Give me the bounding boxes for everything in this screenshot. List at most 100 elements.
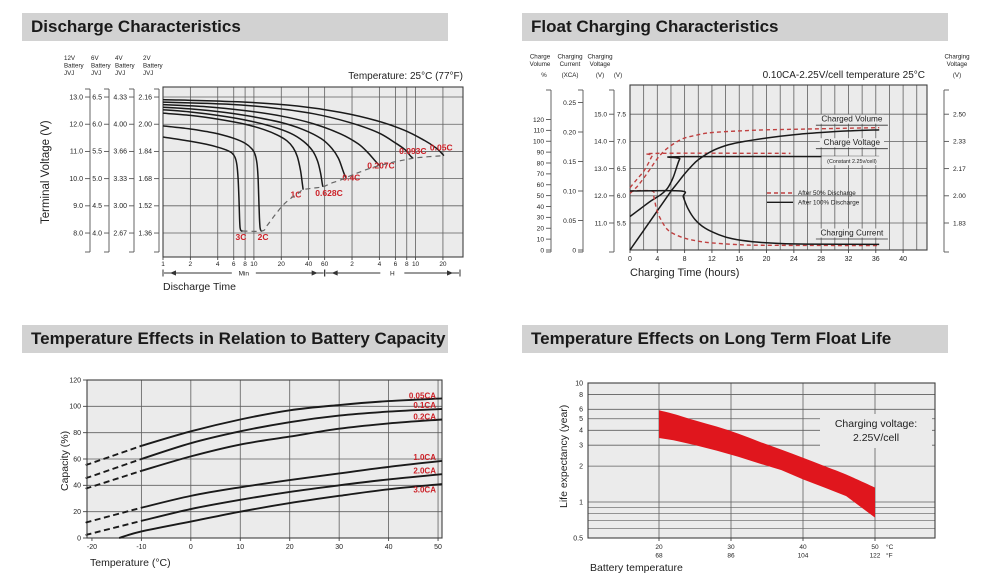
svg-text:8: 8	[579, 392, 583, 399]
svg-text:10: 10	[250, 261, 258, 268]
svg-text:0.4C: 0.4C	[342, 173, 360, 183]
svg-text:10: 10	[412, 261, 420, 268]
svg-text:30: 30	[335, 544, 343, 551]
svg-text:20: 20	[537, 226, 545, 233]
svg-text:3.0CA: 3.0CA	[413, 485, 436, 494]
svg-text:Discharge Time: Discharge Time	[163, 281, 236, 293]
svg-text:0: 0	[189, 544, 193, 551]
svg-text:122: 122	[870, 553, 881, 560]
svg-text:Charging Current: Charging Current	[820, 229, 884, 238]
svg-text:20: 20	[286, 544, 294, 551]
svg-text:5.5: 5.5	[92, 149, 102, 156]
svg-text:JVJ: JVJ	[91, 70, 101, 77]
svg-text:36: 36	[872, 256, 880, 263]
svg-text:Charging: Charging	[587, 54, 613, 61]
svg-text:Charge Voltage: Charge Voltage	[824, 138, 881, 147]
svg-text:10: 10	[537, 236, 545, 243]
svg-text:15.0: 15.0	[594, 112, 607, 119]
svg-text:120: 120	[69, 377, 81, 384]
svg-text:Temperature (°C): Temperature (°C)	[90, 557, 171, 569]
svg-text:0.10: 0.10	[563, 188, 576, 195]
svg-text:Battery: Battery	[143, 62, 164, 69]
svg-text:After 50% Discharge: After 50% Discharge	[798, 190, 856, 197]
svg-text:4.5: 4.5	[92, 203, 102, 210]
svg-text:Charged Volume: Charged Volume	[821, 115, 882, 124]
svg-text:13.0: 13.0	[594, 166, 607, 173]
svg-text:0.10CA-2.25V/cell temperature: 0.10CA-2.25V/cell temperature 25°C	[763, 70, 925, 81]
svg-text:40: 40	[799, 544, 807, 551]
svg-text:3: 3	[579, 443, 583, 450]
svg-text:60: 60	[537, 182, 545, 189]
svg-text:5: 5	[579, 416, 583, 423]
svg-text:50: 50	[871, 544, 879, 551]
svg-text:6: 6	[232, 261, 236, 268]
svg-text:100: 100	[69, 404, 81, 411]
svg-text:28: 28	[817, 256, 825, 263]
svg-text:Terminal Voltage (V): Terminal Voltage (V)	[40, 120, 52, 224]
svg-text:2: 2	[350, 261, 354, 268]
svg-text:50: 50	[434, 544, 442, 551]
svg-text:Volume: Volume	[530, 61, 551, 68]
svg-text:40: 40	[385, 544, 393, 551]
svg-text:2: 2	[579, 464, 583, 471]
svg-text:32: 32	[845, 256, 853, 263]
svg-text:20: 20	[73, 509, 81, 516]
svg-text:0: 0	[628, 256, 632, 263]
svg-text:(Constant 2.25v/cell): (Constant 2.25v/cell)	[827, 159, 877, 165]
svg-text:4: 4	[579, 428, 583, 435]
svg-text:2C: 2C	[258, 232, 269, 242]
svg-text:6.0: 6.0	[92, 122, 102, 129]
svg-text:4.33: 4.33	[113, 94, 127, 101]
svg-text:24: 24	[790, 256, 798, 263]
svg-text:0.5: 0.5	[573, 535, 583, 542]
svg-text:11.0: 11.0	[595, 220, 608, 227]
svg-text:3.66: 3.66	[113, 149, 127, 156]
svg-text:4: 4	[216, 261, 220, 268]
svg-text:Charging: Charging	[944, 54, 970, 61]
svg-text:0.2CA: 0.2CA	[413, 412, 436, 421]
svg-text:10: 10	[236, 544, 244, 551]
svg-text:2.0CA: 2.0CA	[413, 466, 436, 475]
svg-text:8: 8	[405, 261, 409, 268]
svg-text:2: 2	[189, 261, 193, 268]
temp-capacity-chart: -20 -10 0 10 20 30 40 50 0 20 40 60 80 100 120 Temperat…	[59, 377, 443, 569]
svg-text:0: 0	[540, 247, 544, 254]
svg-text:JVJ: JVJ	[115, 70, 125, 77]
svg-text:6: 6	[394, 261, 398, 268]
svg-text:4.00: 4.00	[113, 122, 127, 129]
svg-text:4: 4	[655, 256, 659, 263]
svg-text:8.0: 8.0	[73, 230, 83, 237]
section-title-float-life: Temperature Effects on Long Term Float L…	[522, 325, 948, 353]
svg-text:0.207C: 0.207C	[367, 160, 394, 170]
svg-text:0.1CA: 0.1CA	[413, 401, 436, 410]
svg-text:120: 120	[533, 117, 544, 124]
svg-text:JVJ: JVJ	[143, 70, 153, 77]
svg-text:(XCA): (XCA)	[562, 72, 579, 79]
svg-text:1.52: 1.52	[138, 203, 152, 210]
svg-text:8: 8	[683, 256, 687, 263]
section-title-float-charging: Float Charging Characteristics	[522, 13, 948, 41]
svg-text:20: 20	[278, 261, 286, 268]
svg-text:(V): (V)	[953, 72, 961, 79]
svg-text:Charging: Charging	[557, 54, 583, 61]
svg-text:Battery: Battery	[91, 62, 112, 69]
svg-text:2.50: 2.50	[953, 112, 966, 119]
svg-text:11.0: 11.0	[70, 149, 83, 156]
svg-text:Battery: Battery	[115, 62, 136, 69]
svg-text:JVJ: JVJ	[64, 70, 74, 77]
svg-text:(V): (V)	[614, 72, 622, 79]
svg-text:6.0: 6.0	[617, 193, 626, 200]
svg-text:4.0: 4.0	[92, 230, 102, 237]
svg-text:3.00: 3.00	[113, 203, 127, 210]
svg-text:0.20: 0.20	[563, 129, 576, 136]
svg-text:Voltage: Voltage	[590, 61, 611, 68]
svg-text:Battery temperature: Battery temperature	[590, 562, 683, 574]
svg-text:Capacity (%): Capacity (%)	[59, 431, 71, 491]
svg-text:40: 40	[305, 261, 313, 268]
svg-text:100: 100	[533, 139, 544, 146]
svg-text:Charge: Charge	[530, 54, 551, 61]
svg-text:9.0: 9.0	[73, 203, 83, 210]
svg-text:-10: -10	[136, 544, 146, 551]
